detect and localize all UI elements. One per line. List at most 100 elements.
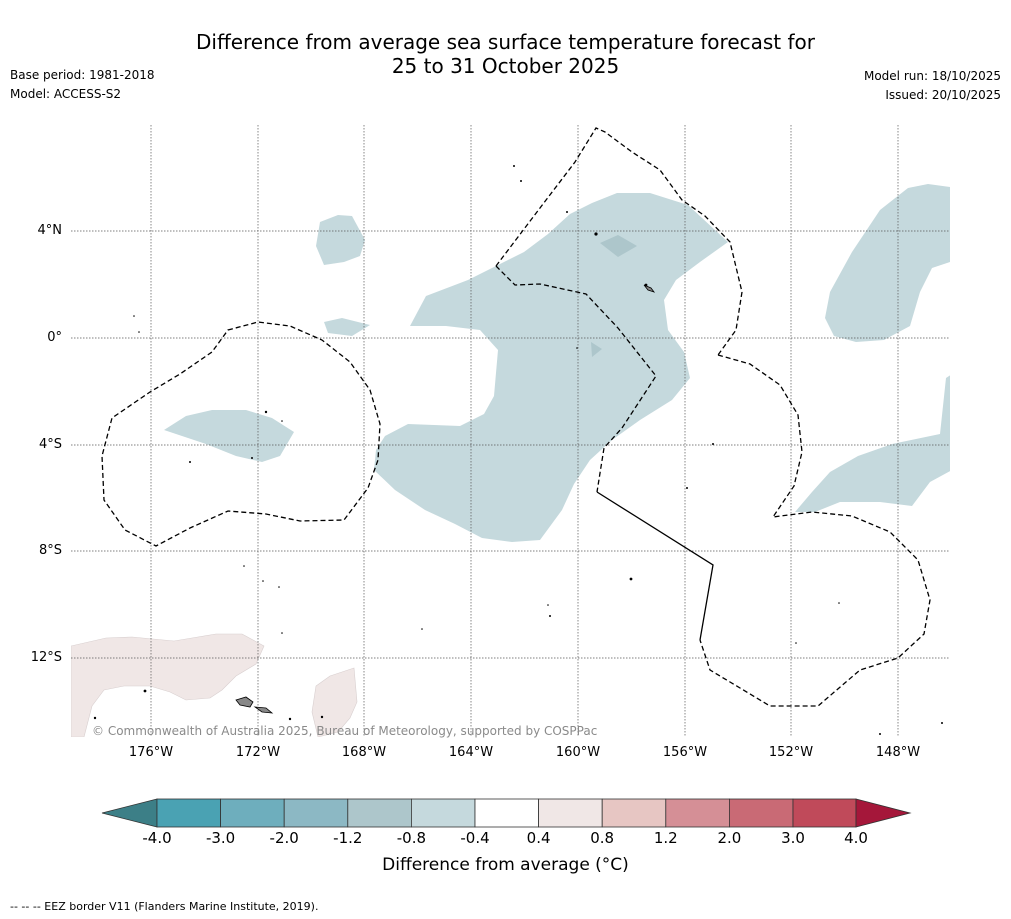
colorbar-seg-10 [729,798,794,828]
issued-date: Issued: 20/10/2025 [885,88,1001,102]
lon-label-148w: 148°W [875,745,921,760]
colorbar-tick: -0.8 [396,829,427,847]
southeast-cool-region [795,375,950,512]
atoll [594,232,598,236]
lon-label-172w: 172°W [235,745,281,760]
copyright-notice: © Commonwealth of Australia 2025, Bureau… [92,724,598,738]
eez-border-inner [495,265,657,493]
atoll [133,315,135,317]
atoll [281,420,283,422]
title-line-1: Difference from average sea surface temp… [195,30,815,54]
atoll [278,586,280,588]
atoll [320,715,324,719]
atoll [576,347,578,349]
gridlines [71,125,950,737]
colorbar-tick: 1.2 [653,829,678,847]
atoll [189,461,191,463]
lon-label-156w: 156°W [662,745,708,760]
warm-anomaly-regions [71,633,358,737]
cooler-patches [591,235,637,357]
colorbar-tick: 0.4 [526,829,551,847]
atoll [549,615,551,617]
atoll [262,580,264,582]
lat-label-4n: 4°N [37,223,63,238]
colorbar-tick: -0.4 [460,829,490,847]
base-period: Base period: 1981-2018 [10,68,155,82]
colorbar-tick: -3.0 [205,829,236,847]
colorbar-seg-1 [156,798,221,828]
model-run: Model run: 18/10/2025 [863,69,1001,83]
atoll [629,577,633,581]
lat-label-8s: 8°S [38,543,62,558]
atoll [941,722,943,724]
islands [235,284,656,714]
island-samoa-2 [253,706,274,714]
eez-borders [101,127,931,707]
atoll [520,180,522,182]
lon-label-160w: 160°W [555,745,601,760]
island-samoa-1 [235,696,254,708]
atoll [264,410,268,414]
colorbar-seg-11 [792,798,857,828]
eez-border-west [101,321,381,547]
atoll [712,443,714,445]
lat-label-12s: 12°S [30,650,62,665]
cool-anomaly-regions [164,184,950,542]
meta-right: Model run: 18/10/2025 Issued: 20/10/2025 [864,67,1001,105]
eez-border-east [699,354,931,707]
eez-border-central [495,127,743,356]
lon-label-176w: 176°W [128,745,174,760]
colorbar-seg-6 [474,798,539,828]
colorbar-seg-2 [220,798,285,828]
colorbar-tick: 0.8 [590,829,615,847]
colorbar-tick: 4.0 [844,829,868,847]
atoll [251,457,253,459]
atoll [421,628,423,630]
atoll [566,211,568,213]
atoll [686,487,688,489]
eez-footnote: -- -- -- EEZ border V11 (Flanders Marine… [10,900,319,913]
atoll [288,717,292,721]
southwest-warm-region [71,633,265,737]
atoll [838,602,840,604]
lat-label-4s: 4°S [38,437,62,452]
colorbar-tick: 3.0 [781,829,805,847]
boundary-segment [596,491,714,641]
solid-boundary [596,491,714,641]
colorbar-title: Difference from average (°C) [382,855,629,875]
small-cool-patch [324,318,370,336]
atoll [513,165,515,167]
colorbar-tick: 2.0 [717,829,742,847]
atoll [795,642,797,644]
atoll [138,331,140,333]
northeast-cool-region [825,184,950,342]
atoll [644,283,648,287]
atoll [547,604,549,606]
meta-left: Base period: 1981-2018 Model: ACCESS-S2 [10,66,155,104]
cooler-patch-1 [600,235,637,257]
south-warm-patch [311,667,358,737]
colorbar-seg-8 [601,798,667,828]
west-cool-patch [164,410,294,462]
lon-label-168w: 168°W [341,745,387,760]
colorbar-seg-3 [283,798,349,828]
colorbar-tick: -4.0 [142,829,172,847]
colorbar-seg-9 [665,798,730,828]
atoll [281,632,283,634]
colorbar-extend-high [855,798,912,828]
map-title: Difference from average sea surface temp… [0,30,1011,78]
atoll [879,733,881,735]
title-line-2: 25 to 31 October 2025 [391,54,620,78]
colorbar-tick: -1.2 [333,829,363,847]
cooler-patch-2 [591,342,602,357]
colorbar-segments [101,798,912,828]
colorbar-seg-7 [538,798,603,828]
small-atolls [93,165,943,735]
colorbar-seg-4 [347,798,412,828]
map-frame [71,125,950,737]
lon-label-152w: 152°W [768,745,814,760]
colorbar-extend-low [101,798,158,828]
colorbar-seg-5 [410,798,476,828]
